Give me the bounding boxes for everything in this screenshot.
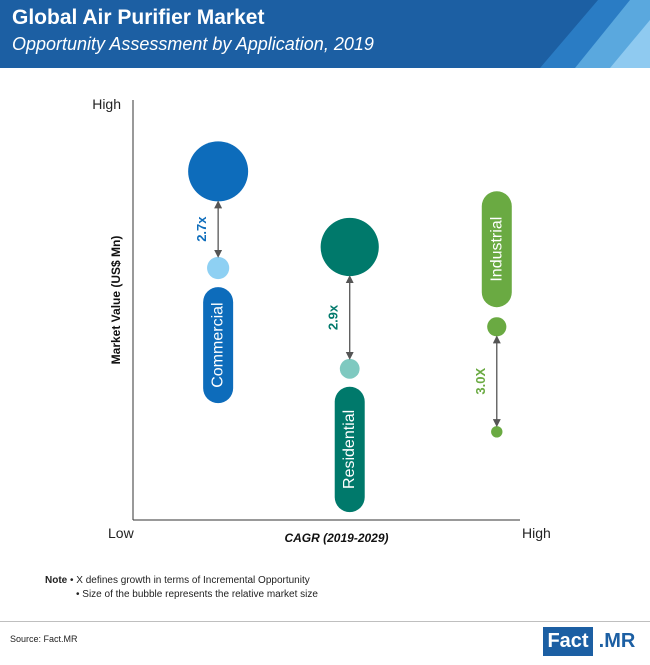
header-banner: Global Air Purifier Market Opportunity A… (0, 0, 650, 68)
chart-note: Note • X defines growth in terms of Incr… (45, 575, 318, 600)
y-high-label: High (92, 96, 121, 112)
residential-label-pill (334, 386, 365, 513)
industrial-future-bubble (491, 426, 503, 438)
commercial-label-pill (203, 287, 234, 404)
header-stripe-3 (610, 20, 650, 68)
header-stripes-decoration (540, 0, 650, 68)
page-title: Global Air Purifier Market (12, 6, 265, 29)
note-item-2: Size of the bubble represents the relati… (82, 589, 318, 600)
note-label: Note (45, 575, 68, 586)
commercial-multiplier-label: 2.7x (194, 216, 209, 242)
note-item-1: X defines growth in terms of Incremental… (76, 575, 310, 586)
residential-label: Residential (341, 410, 358, 489)
logo-right: .MR (598, 630, 636, 652)
y-axis-title: Market Value (US$ Mn) (109, 236, 123, 365)
footer-divider (0, 621, 650, 622)
source-text: Source: Fact.MR (10, 634, 78, 644)
industrial-multiplier-label: 3.0X (473, 368, 488, 395)
industrial-label-pill (481, 191, 512, 308)
x-axis-title: CAGR (2019-2029) (284, 531, 388, 545)
commercial-label: Commercial (210, 302, 227, 387)
logo-left: Fact (543, 627, 593, 656)
page-subtitle: Opportunity Assessment by Application, 2… (12, 34, 374, 54)
commercial-future-bubble (207, 256, 230, 280)
x-high-label: High (522, 525, 551, 541)
factmr-logo: Fact .MR (543, 627, 641, 656)
industrial-current-bubble (487, 317, 507, 337)
commercial-current-bubble (188, 141, 249, 202)
residential-current-bubble (320, 217, 379, 277)
x-low-label: Low (108, 525, 135, 541)
residential-multiplier-label: 2.9x (326, 304, 341, 330)
bubble-chart: High Low High CAGR (2019-2029) Market Value … (92, 96, 551, 545)
industrial-label: Industrial (488, 217, 505, 282)
residential-future-bubble (339, 358, 360, 379)
